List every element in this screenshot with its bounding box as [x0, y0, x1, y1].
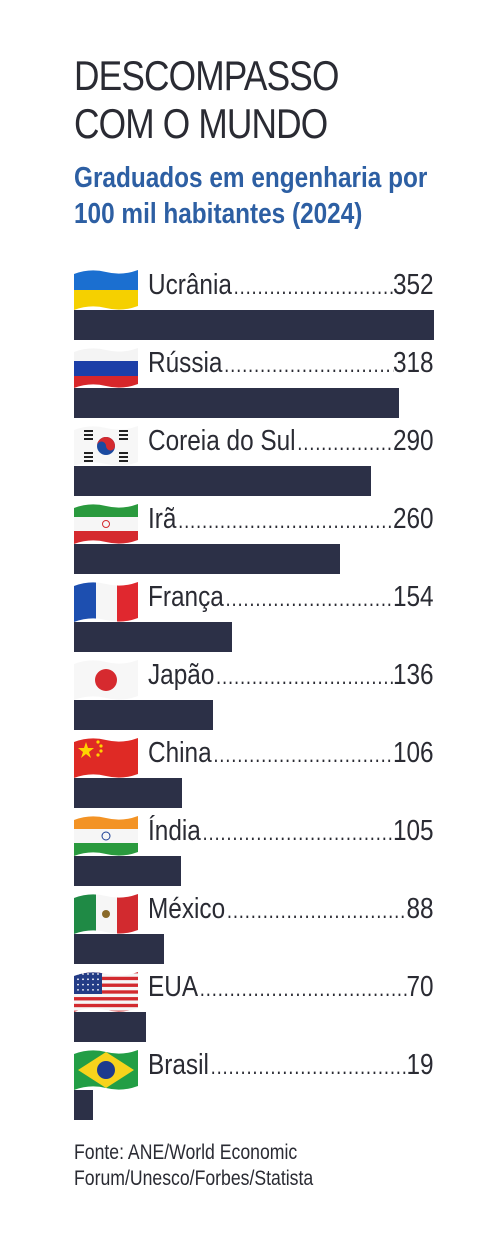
data-label: 105 — [392, 815, 434, 847]
bar-label: Japão...................................… — [148, 658, 434, 692]
bar — [74, 778, 182, 808]
bar-label: Índia...................................… — [148, 814, 434, 848]
data-label: 106 — [392, 737, 434, 769]
bar — [74, 544, 340, 574]
bar — [74, 622, 232, 652]
leader-dots: ........................................… — [233, 274, 393, 299]
source-note: Fonte: ANE/World Economic Forum/Unesco/F… — [74, 1140, 410, 1192]
bar-row: França..................................… — [0, 580, 500, 658]
leader-dots: ........................................… — [297, 430, 393, 455]
category-label: China — [148, 737, 212, 769]
ukraine-flag-icon — [74, 268, 138, 312]
china-flag-icon — [74, 736, 138, 780]
leader-dots: ........................................… — [210, 1054, 407, 1079]
usa-flag-icon — [74, 970, 138, 1014]
iran-flag-icon — [74, 502, 138, 546]
data-label: 260 — [392, 503, 434, 535]
leader-dots: ........................................… — [216, 664, 393, 689]
bar — [74, 700, 213, 730]
category-label: França — [148, 581, 224, 613]
data-label: 290 — [392, 425, 434, 457]
south-korea-flag-icon — [74, 424, 138, 468]
bar-row: EUA.....................................… — [0, 970, 500, 1048]
bar-label: Rússia..................................… — [148, 346, 434, 380]
category-label: Brasil — [148, 1049, 209, 1081]
bar-row: China...................................… — [0, 736, 500, 814]
bar-row: Irã.....................................… — [0, 502, 500, 580]
bar-label: EUA.....................................… — [148, 970, 434, 1004]
bar-row: Índia...................................… — [0, 814, 500, 892]
data-label: 19 — [406, 1049, 434, 1081]
bar-row: Ucrânia.................................… — [0, 268, 500, 346]
data-label: 70 — [406, 971, 434, 1003]
chart-title: DESCOMPASSO COM O MUNDO — [74, 52, 410, 148]
russia-flag-icon — [74, 346, 138, 390]
leader-dots: ........................................… — [224, 352, 393, 377]
bar — [74, 466, 371, 496]
mexico-flag-icon — [74, 892, 138, 936]
bar-row: México..................................… — [0, 892, 500, 970]
chart-subtitle: Graduados em engenharia por 100 mil habi… — [74, 160, 444, 232]
bar-label: China...................................… — [148, 736, 434, 770]
brazil-flag-icon — [74, 1048, 138, 1092]
bar-row: Rússia..................................… — [0, 346, 500, 424]
category-label: EUA — [148, 971, 199, 1003]
data-label: 352 — [392, 269, 434, 301]
leader-dots: ........................................… — [213, 742, 393, 767]
title-line-2: COM O MUNDO — [74, 100, 328, 147]
category-label: Irã — [148, 503, 177, 535]
bar-label: México..................................… — [148, 892, 434, 926]
leader-dots: ........................................… — [202, 820, 393, 845]
title-line-1: DESCOMPASSO — [74, 52, 339, 99]
source-line-2: Forum/Unesco/Forbes/Statista — [74, 1167, 314, 1190]
leader-dots: ........................................… — [226, 898, 407, 923]
category-label: Ucrânia — [148, 269, 232, 301]
bar-row: Japão...................................… — [0, 658, 500, 736]
category-label: Japão — [148, 659, 215, 691]
bar-row: Coreia do Sul...........................… — [0, 424, 500, 502]
bar — [74, 1090, 93, 1120]
data-label: 136 — [392, 659, 434, 691]
data-label: 88 — [406, 893, 434, 925]
bar-label: Ucrânia.................................… — [148, 268, 434, 302]
bar — [74, 1012, 146, 1042]
france-flag-icon — [74, 580, 138, 624]
category-label: Rússia — [148, 347, 223, 379]
leader-dots: ........................................… — [199, 976, 407, 1001]
data-label: 154 — [392, 581, 434, 613]
category-label: México — [148, 893, 226, 925]
leader-dots: ........................................… — [178, 508, 393, 533]
category-label: Coreia do Sul — [148, 425, 296, 457]
japan-flag-icon — [74, 658, 138, 702]
bar-label: França..................................… — [148, 580, 434, 614]
bar — [74, 388, 399, 418]
bar — [74, 934, 164, 964]
category-label: Índia — [148, 815, 201, 847]
leader-dots: ........................................… — [225, 586, 393, 611]
bar-label: Brasil..................................… — [148, 1048, 434, 1082]
bar-label: Irã.....................................… — [148, 502, 434, 536]
india-flag-icon — [74, 814, 138, 858]
subtitle-line-2: 100 mil habitantes (2024) — [74, 198, 363, 230]
data-label: 318 — [392, 347, 434, 379]
bar-label: Coreia do Sul...........................… — [148, 424, 434, 458]
bar — [74, 856, 181, 886]
bar-row: Brasil..................................… — [0, 1048, 500, 1126]
subtitle-line-1: Graduados em engenharia por — [74, 162, 428, 194]
source-line-1: Fonte: ANE/World Economic — [74, 1141, 298, 1164]
bar — [74, 310, 434, 340]
